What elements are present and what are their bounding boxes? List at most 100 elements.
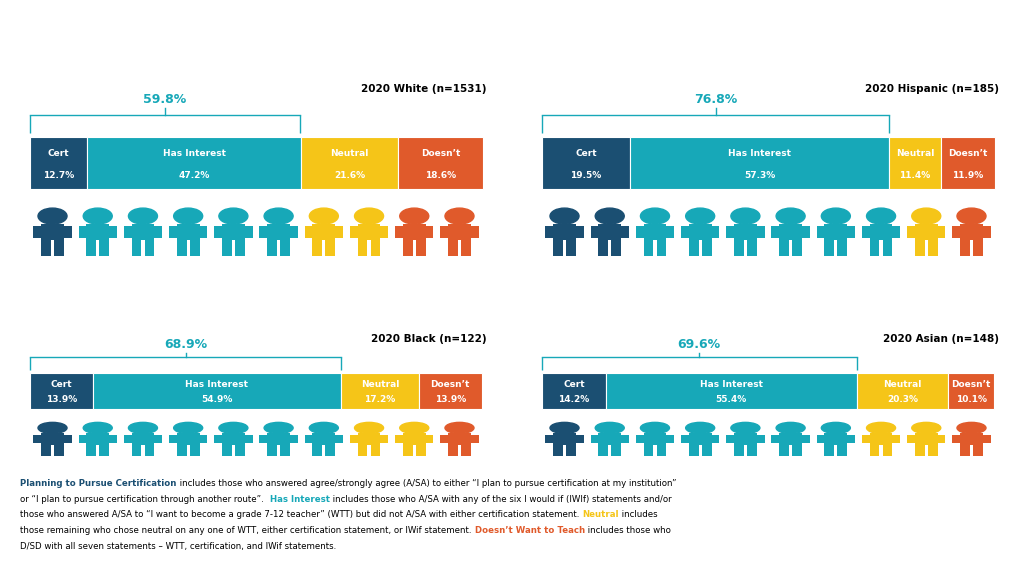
Bar <box>326 240 335 256</box>
Circle shape <box>776 208 805 224</box>
Bar <box>290 226 298 238</box>
Bar <box>914 444 925 456</box>
Bar <box>824 434 847 444</box>
Bar <box>907 226 914 238</box>
Bar <box>426 226 433 238</box>
Circle shape <box>264 422 293 434</box>
Bar <box>779 224 802 240</box>
Bar <box>622 435 629 443</box>
Bar <box>553 444 563 456</box>
Circle shape <box>821 208 850 224</box>
Bar <box>869 444 880 456</box>
Bar <box>281 240 290 256</box>
Bar <box>757 435 765 443</box>
Text: includes those who: includes those who <box>585 526 671 535</box>
Bar <box>636 435 643 443</box>
Bar <box>734 434 757 444</box>
Bar <box>606 373 857 409</box>
Bar <box>222 444 231 456</box>
Bar <box>961 444 970 456</box>
Bar <box>824 240 835 256</box>
Bar <box>357 444 368 456</box>
Bar <box>350 226 357 238</box>
Text: includes those who A/SA with any of the six I would if (IWIf) statements and/or: includes those who A/SA with any of the … <box>330 495 672 504</box>
Bar <box>169 435 177 443</box>
Bar <box>124 226 131 238</box>
Bar <box>689 224 712 240</box>
Circle shape <box>731 422 760 434</box>
Circle shape <box>309 422 338 434</box>
Bar <box>290 435 298 443</box>
Bar <box>440 435 449 443</box>
Bar <box>667 435 674 443</box>
Bar <box>54 240 63 256</box>
Bar <box>177 444 186 456</box>
Circle shape <box>309 208 338 224</box>
Bar <box>99 240 110 256</box>
Bar <box>838 444 847 456</box>
Text: Has Interest: Has Interest <box>728 149 792 158</box>
Bar <box>155 226 162 238</box>
Bar <box>862 226 869 238</box>
Circle shape <box>640 422 670 434</box>
Text: Planning to Pursue Certification: Planning to Pursue Certification <box>20 479 177 488</box>
Bar <box>802 226 810 238</box>
Bar <box>305 435 312 443</box>
Circle shape <box>866 208 896 224</box>
Text: Neutral: Neutral <box>360 380 399 389</box>
Text: 12.7%: 12.7% <box>43 171 75 180</box>
Text: Neutral: Neutral <box>896 149 934 158</box>
Text: Doesn’t: Doesn’t <box>421 149 460 158</box>
Bar <box>542 136 630 188</box>
Text: 55.4%: 55.4% <box>716 395 746 404</box>
Bar <box>817 435 824 443</box>
Bar <box>41 224 63 240</box>
Bar <box>689 240 698 256</box>
Bar <box>961 240 970 256</box>
Bar <box>416 444 426 456</box>
Bar <box>79 226 86 238</box>
Circle shape <box>38 208 67 224</box>
Bar <box>86 224 110 240</box>
Text: Cert: Cert <box>48 149 70 158</box>
Bar <box>305 226 312 238</box>
Bar <box>973 240 983 256</box>
Circle shape <box>445 208 474 224</box>
Bar <box>398 136 482 188</box>
Bar <box>824 224 847 240</box>
Bar <box>636 226 643 238</box>
Text: 19.5%: 19.5% <box>570 171 602 180</box>
Bar <box>41 240 51 256</box>
Bar <box>952 226 961 238</box>
Bar <box>402 224 426 240</box>
Text: 57.3%: 57.3% <box>744 171 775 180</box>
Text: 17.2%: 17.2% <box>365 395 395 404</box>
Circle shape <box>640 208 670 224</box>
Text: Doesn’t: Doesn’t <box>951 380 991 389</box>
Bar <box>34 226 41 238</box>
Circle shape <box>445 422 474 434</box>
Bar <box>86 444 96 456</box>
Bar <box>983 226 990 238</box>
Circle shape <box>731 208 760 224</box>
Circle shape <box>399 422 429 434</box>
Text: 21.6%: 21.6% <box>334 171 366 180</box>
Circle shape <box>174 422 203 434</box>
Bar <box>611 444 622 456</box>
Bar <box>41 434 63 444</box>
Text: 69.6%: 69.6% <box>678 338 721 351</box>
Bar <box>667 226 674 238</box>
Bar <box>656 444 667 456</box>
Circle shape <box>264 208 293 224</box>
Bar <box>471 226 478 238</box>
Bar <box>350 435 357 443</box>
Bar <box>889 136 941 188</box>
Bar <box>267 444 278 456</box>
Bar <box>245 435 253 443</box>
Text: 47.2%: 47.2% <box>178 171 210 180</box>
Text: Has Interest: Has Interest <box>163 149 225 158</box>
Bar <box>449 434 471 444</box>
Bar <box>893 435 900 443</box>
Bar <box>110 435 117 443</box>
Bar <box>177 434 200 444</box>
